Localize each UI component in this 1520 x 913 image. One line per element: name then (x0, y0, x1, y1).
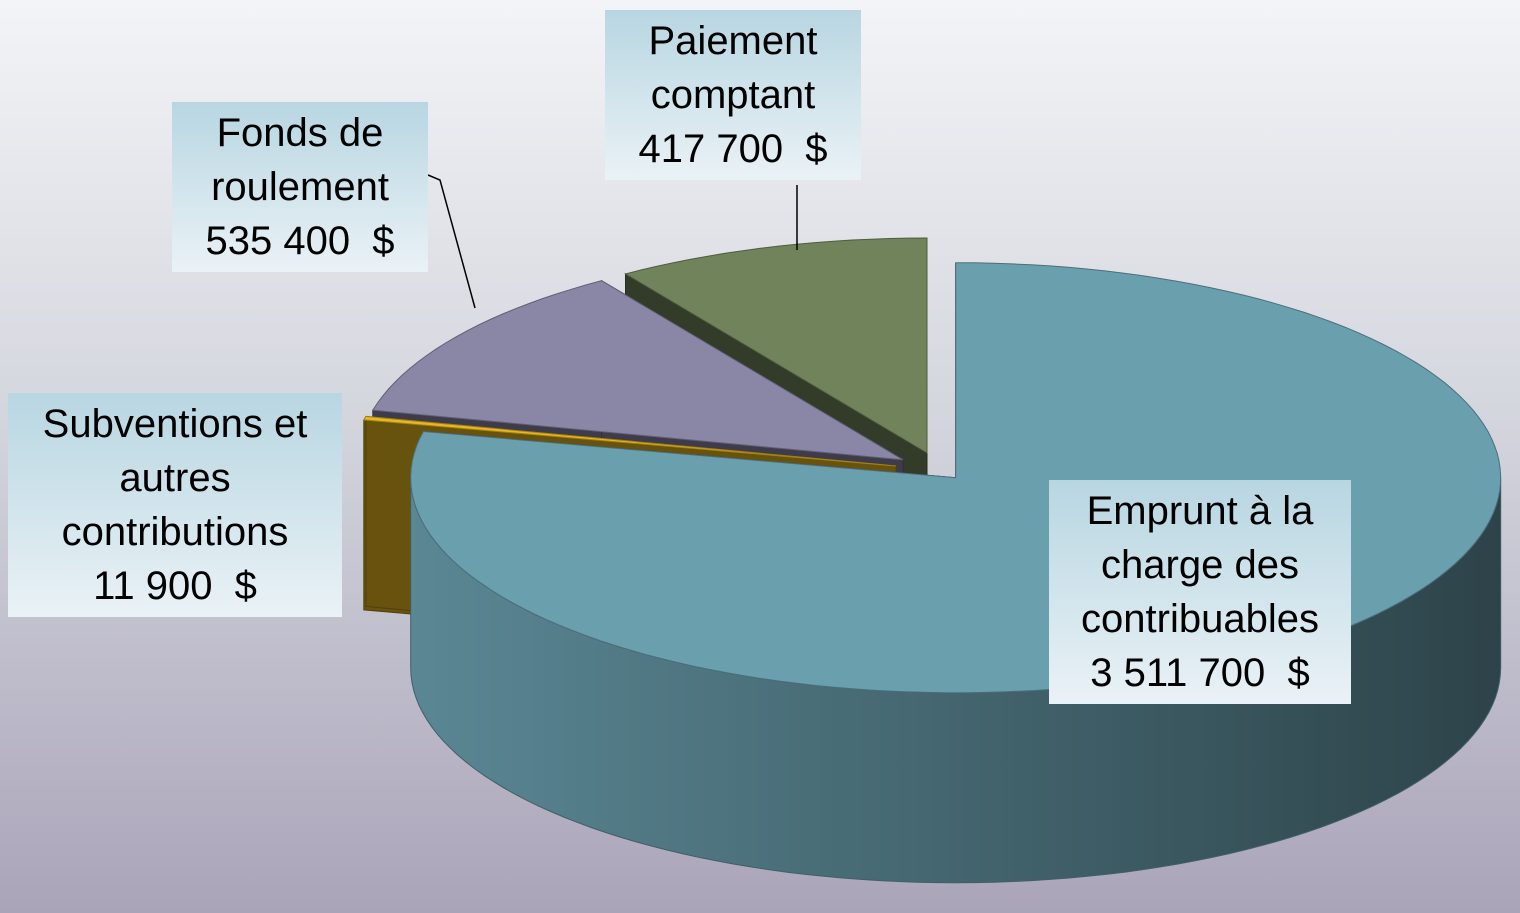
category-label: Emprunt à la charge des contribuables (1081, 489, 1325, 641)
data-label: Emprunt à la charge des contribuables 3 5… (1049, 480, 1351, 704)
value-label: 417 700 $ (638, 127, 828, 171)
value-label: 11 900 $ (93, 564, 257, 608)
data-label: Subventions et autres contributions 11 90… (8, 393, 342, 617)
value-label: 535 400 $ (205, 219, 395, 263)
category-label: Subventions et autres contributions (42, 402, 319, 554)
slice-top (624, 237, 928, 454)
category-label: Fonds de roulement (211, 111, 395, 209)
category-label: Paiement comptant (648, 19, 829, 117)
data-label: Paiement comptant 417 700 $ (605, 10, 861, 180)
leader-line (427, 174, 476, 309)
slice-top (362, 415, 897, 467)
data-label: Fonds de roulement 535 400 $ (172, 102, 428, 272)
value-label: 3 511 700 $ (1090, 651, 1310, 695)
slice-top (371, 280, 904, 461)
